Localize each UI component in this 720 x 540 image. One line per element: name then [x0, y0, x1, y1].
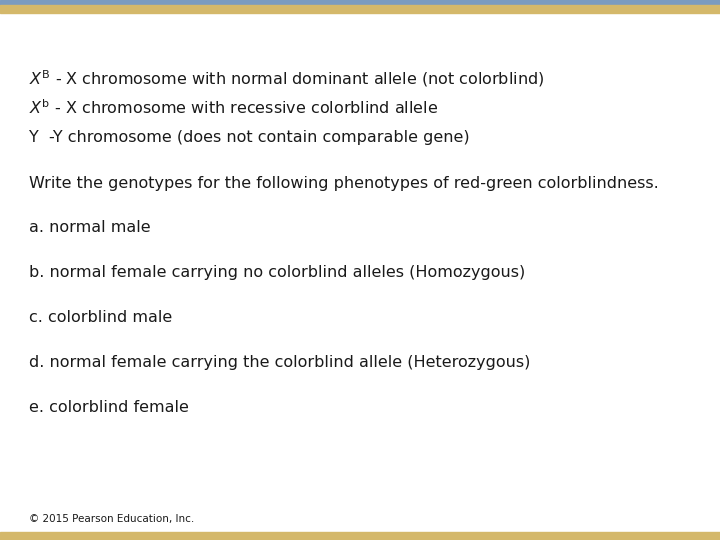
Text: Y  -Y chromosome (does not contain comparable gene): Y -Y chromosome (does not contain compar… [29, 130, 469, 145]
Text: $\mathit{X}^{\rm{B}}$ - X chromosome with normal dominant allele (not colorblind: $\mathit{X}^{\rm{B}}$ - X chromosome wit… [29, 68, 544, 89]
Text: $\mathit{X}^{\rm{b}}$ - X chromosome with recessive colorblind allele: $\mathit{X}^{\rm{b}}$ - X chromosome wit… [29, 99, 438, 117]
Text: e. colorblind female: e. colorblind female [29, 400, 189, 415]
Text: © 2015 Pearson Education, Inc.: © 2015 Pearson Education, Inc. [29, 515, 194, 524]
Text: b. normal female carrying no colorblind alleles (Homozygous): b. normal female carrying no colorblind … [29, 265, 525, 280]
Text: Write the genotypes for the following phenotypes of red-green colorblindness.: Write the genotypes for the following ph… [29, 176, 659, 191]
Text: c. colorblind male: c. colorblind male [29, 310, 172, 325]
Text: a. normal male: a. normal male [29, 220, 150, 235]
Text: d. normal female carrying the colorblind allele (Heterozygous): d. normal female carrying the colorblind… [29, 355, 530, 370]
